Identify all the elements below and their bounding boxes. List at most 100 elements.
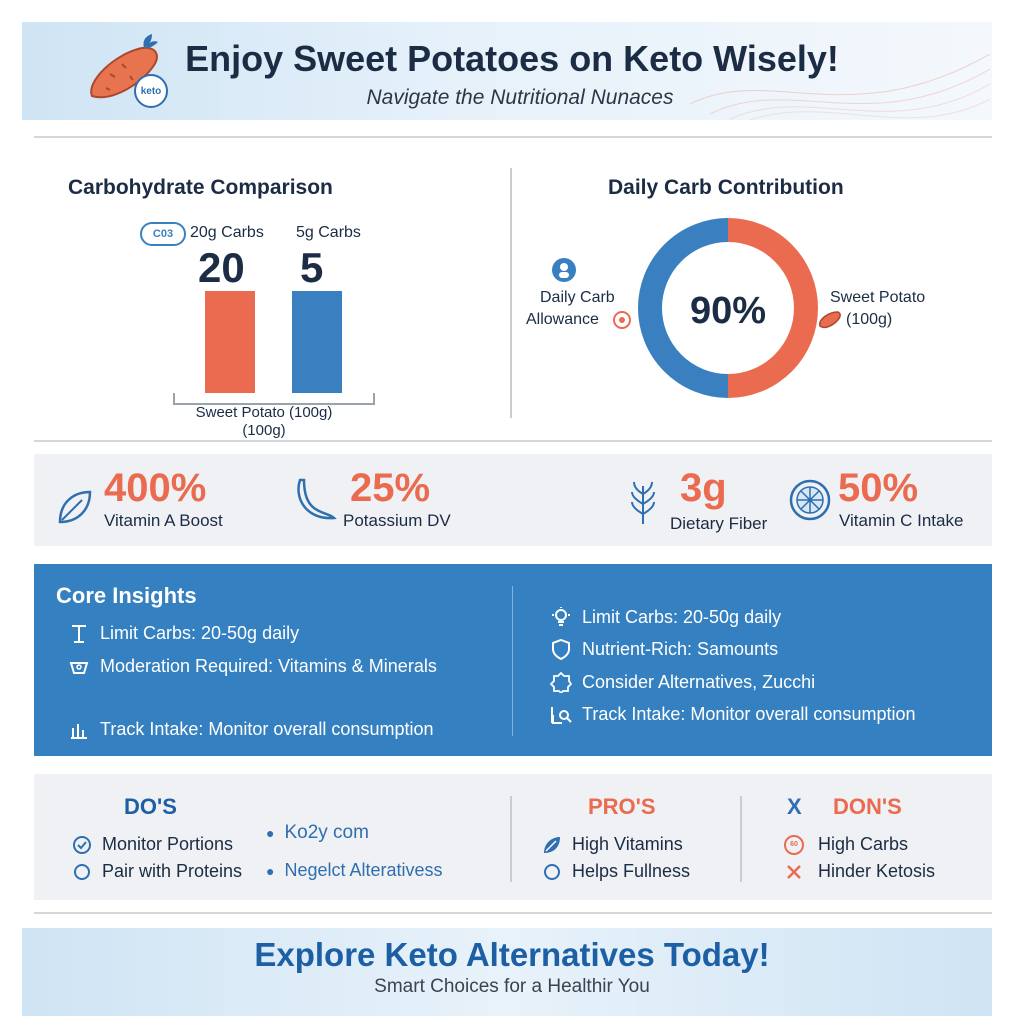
- chart-baseline: [173, 393, 375, 405]
- banana-icon: [297, 478, 337, 520]
- dont-item-1: 60 High Carbs: [784, 834, 908, 855]
- badge-icon: 60: [784, 834, 804, 855]
- do-extra-1: ● Ko2y com: [266, 822, 369, 844]
- column-divider: [510, 796, 512, 882]
- allowance-label-1: Daily Carb: [540, 289, 615, 306]
- leaf-icon: [58, 490, 92, 524]
- do-item-1-text: Monitor Portions: [102, 834, 234, 854]
- insights-divider: [512, 586, 513, 736]
- stat-vitamin-a-value: 400%: [104, 466, 207, 510]
- carb-icon-text: C03: [152, 228, 174, 240]
- sweet-potato-label-2: (100g): [846, 311, 893, 328]
- stat-fiber-label: Dietary Fiber: [670, 514, 768, 533]
- insight-left-2: Moderation Required: Vitamins & Minerals: [68, 655, 437, 677]
- magnify-chart-icon: [551, 707, 572, 724]
- comparison-title: Carbohydrate Comparison: [68, 176, 333, 199]
- footer-banner: [22, 928, 992, 1016]
- bar-comparison: [292, 291, 342, 393]
- insight-left-3: Track Intake: Monitor overall consumptio…: [68, 718, 433, 740]
- bulb-icon: [552, 607, 570, 626]
- citrus-icon: [789, 479, 831, 521]
- stat-vitamin-c-value: 50%: [838, 466, 919, 510]
- insight-left-1-text: Limit Carbs: 20-50g daily: [100, 622, 300, 643]
- insight-left-1: Limit Carbs: 20-50g daily: [68, 622, 299, 644]
- shield-icon: [552, 638, 570, 660]
- insight-right-4-text: Track Intake: Monitor overall consumptio…: [582, 703, 916, 724]
- dos-donts-panel: [34, 774, 992, 900]
- insight-right-2-text: Nutrient-Rich: Samounts: [582, 638, 779, 659]
- page-subtitle: Navigate the Nutritional Nunaces: [366, 86, 674, 109]
- core-insights-panel: [34, 564, 992, 756]
- x-icon: [787, 864, 801, 879]
- insight-right-1: Limit Carbs: 20-50g daily: [550, 606, 781, 628]
- bar-label-1: 20g Carbs: [190, 224, 264, 241]
- leaf-icon: [544, 836, 560, 853]
- insight-left-3-text: Track Intake: Monitor overall consumptio…: [100, 718, 434, 739]
- badge-icon: [550, 671, 572, 693]
- insight-right-4: Track Intake: Monitor overall consumptio…: [550, 703, 915, 725]
- divider: [34, 912, 992, 914]
- pro-item-1-text: High Vitamins: [572, 834, 683, 854]
- dont-item-1-text: High Carbs: [818, 834, 909, 854]
- insight-right-3: Consider Alternatives, Zucchi: [550, 671, 815, 693]
- bar-label-2: 5g Carbs: [296, 224, 361, 241]
- header-banner: [22, 22, 992, 120]
- insight-right-2: Nutrient-Rich: Samounts: [550, 638, 778, 660]
- divider: [34, 440, 992, 442]
- pro-item-2-text: Helps Fullness: [572, 861, 691, 881]
- sweet-potato-icon: keto: [84, 34, 174, 110]
- keto-badge: keto: [134, 74, 168, 108]
- check-circle-icon: [73, 835, 91, 854]
- dont-item-2-text: Hinder Ketosis: [818, 861, 936, 881]
- bar-value-1: 20: [198, 244, 245, 291]
- do-item-2: Pair with Proteins: [72, 861, 242, 882]
- dos-title: DO'S: [124, 794, 177, 819]
- divider: [34, 136, 992, 138]
- footer-cta-title[interactable]: Explore Keto Alternatives Today!: [254, 936, 770, 973]
- donts-title: DON'S: [833, 794, 902, 819]
- donut-segment-sweet-potato: [727, 218, 818, 398]
- pro-item-1: High Vitamins: [542, 834, 683, 855]
- keto-badge-text: keto: [140, 85, 162, 97]
- allowance-label-2: Allowance: [526, 311, 599, 328]
- footer-subtitle: Smart Choices for a Healthir You: [374, 976, 650, 997]
- wheat-icon: [631, 481, 655, 524]
- do-extra-2: ● Negelct Alterativess: [266, 860, 443, 881]
- x-caption-2: (100g): [242, 422, 286, 439]
- pros-title: PRO'S: [588, 794, 656, 819]
- do-item-1: Monitor Portions: [72, 834, 233, 855]
- sweet-potato-label-1: Sweet Potato: [830, 289, 926, 306]
- insight-left-2-text: Moderation Required: Vitamins & Minerals: [100, 655, 437, 676]
- contribution-title: Daily Carb Contribution: [608, 176, 844, 199]
- circle-icon: [544, 863, 560, 880]
- pro-item-2: Helps Fullness: [542, 861, 690, 882]
- donut-chart: [638, 218, 818, 398]
- do-item-2-text: Pair with Proteins: [102, 861, 243, 881]
- dont-item-2: Hinder Ketosis: [784, 861, 935, 882]
- x-caption-1: Sweet Potato (100g): [195, 404, 333, 421]
- bowl-icon: [69, 662, 89, 674]
- dot-icon: ●: [266, 825, 275, 841]
- do-extra-2-text: Negelct Alterativess: [284, 860, 443, 880]
- badge-icon-text: 60: [790, 841, 798, 848]
- circle-icon: [74, 863, 90, 880]
- chart-icon: [71, 724, 87, 739]
- stat-fiber-value: 3g: [680, 466, 727, 510]
- bar-value-2: 5: [300, 244, 324, 291]
- donut-center-value: 90%: [689, 290, 767, 332]
- stat-vitamin-a-label: Vitamin A Boost: [104, 511, 223, 530]
- scale-icon: [72, 625, 86, 643]
- stats-strip: [34, 454, 992, 546]
- sweet-potato-small-icon: [819, 311, 841, 329]
- allowance-icon: [613, 311, 631, 329]
- core-insights-title: Core Insights: [56, 583, 197, 608]
- column-divider: [740, 796, 742, 882]
- page-title: Enjoy Sweet Potatoes on Keto Wisely!: [185, 38, 839, 79]
- person-icon: [552, 258, 576, 282]
- decorative-waves: [690, 53, 990, 120]
- dot-icon: ●: [266, 862, 275, 879]
- insight-right-3-text: Consider Alternatives, Zucchi: [582, 671, 816, 692]
- bar-sweet-potato: [205, 291, 255, 393]
- donts-title-mark: X: [787, 794, 802, 819]
- insight-right-1-text: Limit Carbs: 20-50g daily: [582, 606, 782, 627]
